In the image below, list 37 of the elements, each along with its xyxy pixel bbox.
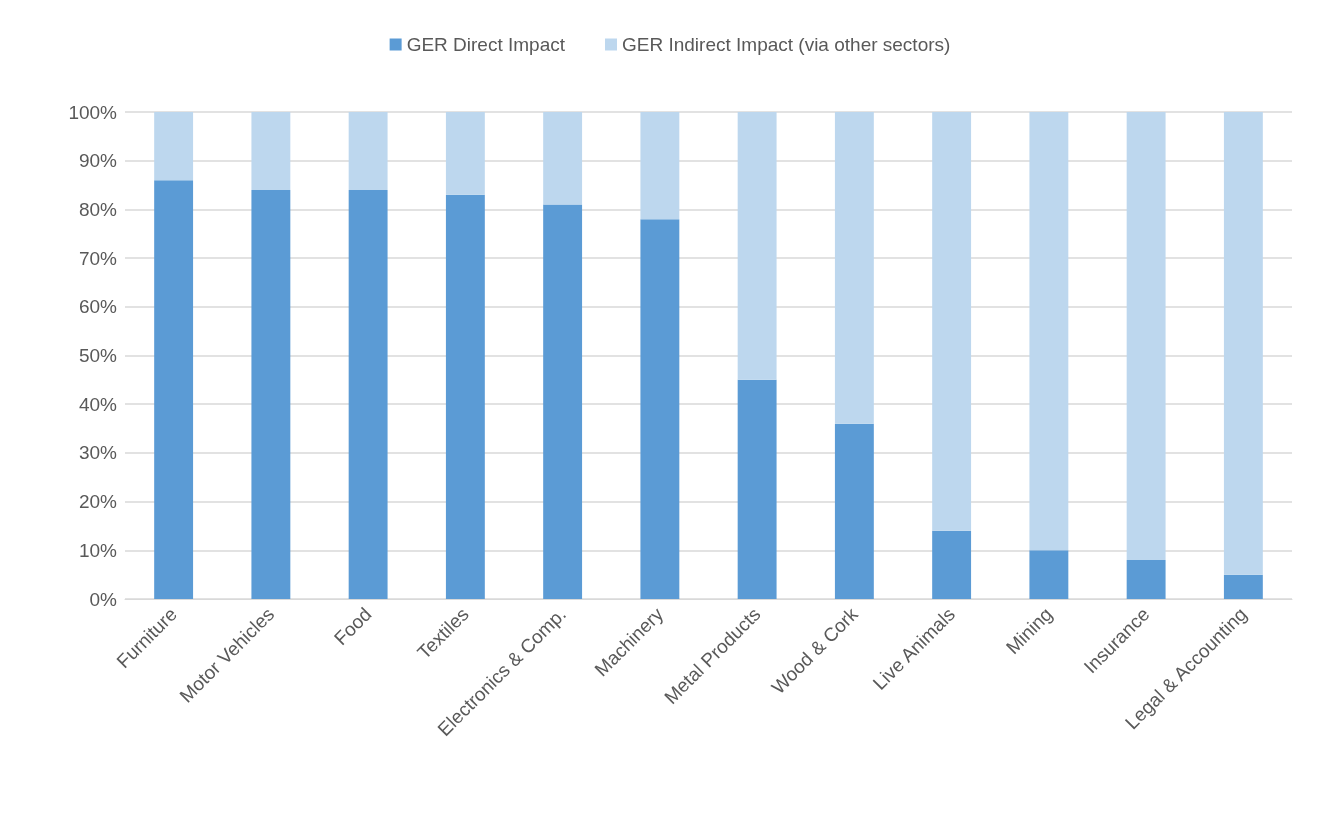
bar <box>932 530 972 599</box>
bar <box>251 189 291 599</box>
y-tick-label: 60% <box>78 296 118 318</box>
bar <box>445 112 485 195</box>
y-tick-label: 50% <box>78 345 118 366</box>
bar <box>154 180 194 599</box>
bar <box>737 379 777 599</box>
bar <box>1223 112 1263 575</box>
bar <box>543 204 583 599</box>
bar <box>251 112 291 190</box>
y-tick-label: 20% <box>78 491 118 513</box>
bar <box>445 194 485 599</box>
bar <box>834 423 874 599</box>
bar <box>640 219 680 599</box>
legend-label: GER Direct Impact <box>406 34 566 55</box>
y-tick-label: 80% <box>78 198 118 220</box>
bar <box>640 112 680 220</box>
bar <box>543 112 583 205</box>
y-tick-label: 70% <box>78 247 118 269</box>
y-tick-label: 30% <box>78 442 118 464</box>
bar <box>1029 550 1069 599</box>
bar <box>932 112 972 531</box>
bar <box>1029 112 1069 551</box>
bar <box>737 112 777 380</box>
bar <box>348 189 388 599</box>
bar <box>1126 560 1166 599</box>
bar <box>1223 574 1263 599</box>
y-tick-label: 100% <box>68 101 118 123</box>
bar <box>348 112 388 190</box>
bar <box>154 112 194 181</box>
y-tick-label: 0% <box>89 588 118 610</box>
y-tick-label: 40% <box>78 393 118 415</box>
y-tick-label: 90% <box>78 150 118 172</box>
y-tick-label: 10% <box>78 539 118 561</box>
legend-label: GER Indirect Impact (via other sectors) <box>621 34 951 55</box>
bar <box>1126 112 1166 561</box>
bar <box>834 112 874 424</box>
